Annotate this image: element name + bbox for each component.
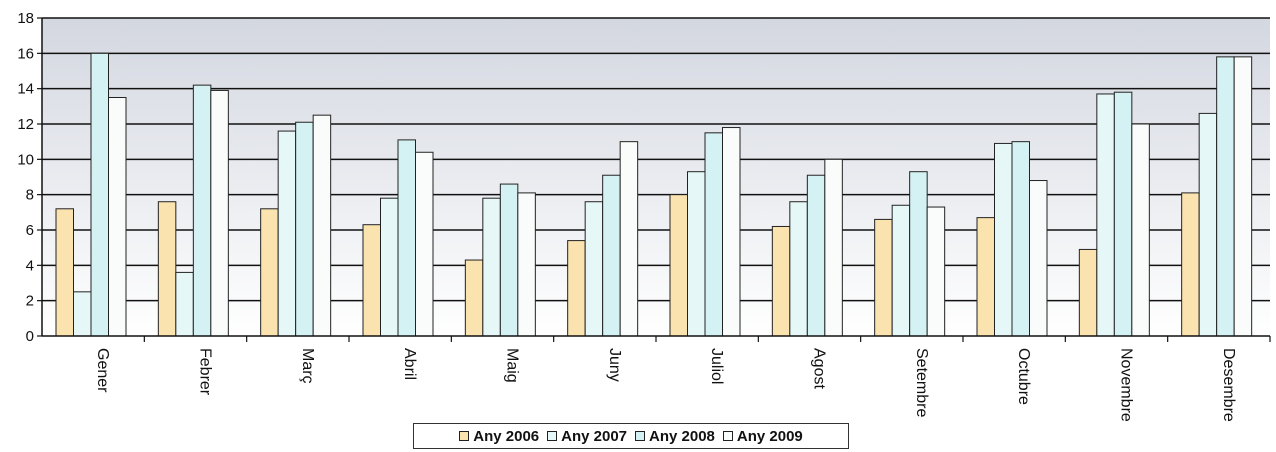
bar-any-2008: [1011, 141, 1030, 337]
bar-any-2009: [108, 97, 127, 337]
y-tick-label: 4: [26, 257, 34, 274]
bar-any-2009: [824, 158, 843, 337]
bar-any-2009: [415, 151, 434, 337]
legend-label: Any 2008: [649, 427, 715, 445]
y-tick-label: 10: [17, 151, 34, 168]
bar-any-2007: [789, 201, 808, 337]
legend-label: Any 2006: [473, 427, 540, 445]
bar-any-2009: [926, 206, 946, 337]
bar-any-2008: [704, 132, 723, 337]
bar-any-2006: [669, 194, 688, 337]
bar-any-2007: [687, 171, 706, 337]
bar-any-2006: [976, 217, 995, 337]
bar-any-2007: [175, 271, 194, 337]
bar-any-2008: [295, 121, 314, 337]
legend-item: Any 2009: [722, 427, 803, 445]
bar-any-2006: [1078, 248, 1098, 337]
x-category-label: Maig: [504, 348, 521, 383]
bar-any-2007: [73, 291, 92, 337]
bar-any-2007: [1096, 93, 1115, 337]
bar-any-2008: [499, 183, 519, 337]
bar-any-2009: [1233, 56, 1253, 337]
bar-any-2008: [192, 84, 212, 337]
legend-swatch: [547, 431, 558, 441]
bar-any-2006: [464, 259, 484, 337]
bar-any-2006: [874, 218, 893, 337]
bar-any-2006: [567, 240, 586, 337]
bar-any-2008: [90, 52, 109, 337]
x-category-label: Juliol: [708, 348, 725, 384]
bar-any-2008: [397, 139, 416, 337]
bar-any-2009: [619, 141, 639, 337]
bar-any-2008: [602, 174, 621, 337]
y-tick-label: 6: [26, 222, 34, 239]
bar-any-2008: [909, 171, 928, 337]
x-category-label: Gener: [94, 348, 111, 393]
bar-any-2007: [277, 130, 297, 337]
x-category-label: Abril: [401, 348, 418, 380]
bar-any-2007: [584, 201, 604, 337]
x-category-label: Agost: [811, 348, 828, 389]
bar-any-2008: [806, 174, 826, 337]
x-category-label: Desembre: [1220, 348, 1237, 422]
legend-label: Any 2007: [561, 427, 627, 445]
bar-any-2007: [891, 204, 911, 337]
y-tick-label: 8: [26, 187, 34, 204]
legend-label: Any 2009: [736, 427, 803, 445]
bar-any-2007: [1198, 112, 1218, 337]
y-tick-label: 18: [17, 10, 34, 27]
y-tick-label: 2: [26, 293, 34, 310]
legend: Any 2006 Any 2007 Any 2008 Any 2009: [413, 423, 849, 449]
bar-any-2008: [1113, 91, 1133, 337]
x-category-label: Juny: [606, 348, 623, 382]
y-tick-label: 16: [17, 45, 34, 62]
legend-swatch: [635, 431, 645, 441]
bar-any-2007: [380, 197, 399, 337]
bar-any-2006: [1181, 192, 1200, 337]
bar-any-2009: [517, 192, 536, 337]
bar-any-2007: [994, 142, 1013, 337]
legend-swatch: [722, 431, 733, 441]
bar-any-2006: [157, 201, 177, 337]
plot-background: [42, 18, 1270, 336]
x-category-label: Març: [299, 348, 316, 384]
x-category-label: Octubre: [1015, 348, 1032, 405]
x-category-label: Setembre: [913, 348, 930, 417]
bar-any-2009: [722, 127, 741, 337]
bar-any-2006: [362, 224, 381, 337]
y-tick-label: 12: [17, 116, 34, 133]
bar-any-2009: [210, 89, 229, 337]
bar-any-2006: [55, 208, 74, 337]
y-tick-label: 0: [26, 328, 34, 345]
bar-any-2009: [1131, 123, 1150, 337]
bar-any-2006: [260, 208, 279, 337]
legend-item: Any 2006: [459, 428, 539, 445]
bar-any-2008: [1216, 56, 1235, 337]
bar-any-2009: [1029, 180, 1048, 337]
y-tick-label: 14: [17, 81, 34, 98]
bar-any-2009: [312, 114, 332, 337]
bar-any-2006: [771, 225, 791, 337]
bar-any-2007: [482, 197, 501, 337]
legend-item: Any 2007: [547, 428, 627, 445]
legend-swatch: [459, 431, 470, 441]
legend-item: Any 2008: [635, 428, 715, 445]
x-category-label: Novembre: [1118, 348, 1135, 422]
x-category-label: Febrer: [197, 348, 214, 396]
